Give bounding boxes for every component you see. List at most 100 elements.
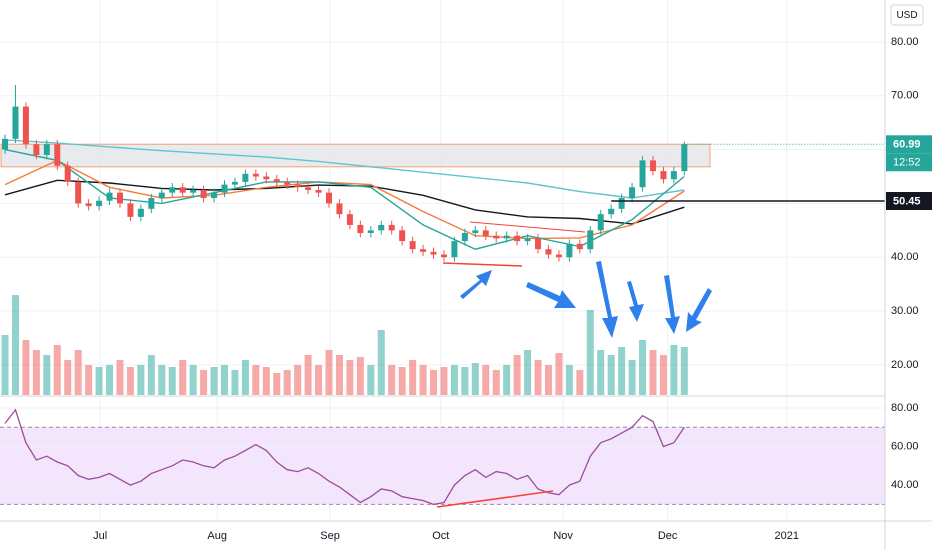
- rsi-tick-label: 60.00: [891, 440, 919, 452]
- candle-body: [211, 192, 218, 199]
- candle-body: [22, 106, 29, 145]
- x-tick-label: Sep: [320, 530, 340, 542]
- candle-body: [305, 187, 312, 190]
- x-tick-label: Nov: [553, 530, 573, 542]
- volume-bar: [555, 353, 563, 395]
- volume-bar: [137, 365, 145, 395]
- candle-body: [158, 192, 165, 199]
- candle-body: [597, 214, 604, 231]
- candle-body: [555, 254, 562, 258]
- candle-body: [263, 176, 270, 180]
- volume-bar: [409, 360, 417, 395]
- volume-bar: [315, 365, 323, 395]
- candle-body: [430, 251, 437, 255]
- volume-bar: [106, 365, 114, 395]
- moving-average: [4, 159, 685, 240]
- candle-body: [284, 181, 291, 185]
- volume-bar: [220, 365, 228, 395]
- arrow: [627, 281, 644, 322]
- volume-bar: [189, 365, 197, 395]
- candle-body: [137, 208, 144, 217]
- support-trendline: [442, 262, 523, 267]
- candle-body: [482, 230, 489, 236]
- volume-bar: [116, 360, 124, 395]
- y-tick-label: 30.00: [891, 305, 919, 317]
- resistance-zone: [0, 143, 711, 168]
- volume-bar: [74, 350, 82, 395]
- volume-bar: [262, 367, 270, 395]
- candle-body: [503, 235, 510, 239]
- candle-body: [148, 198, 155, 209]
- volume-bar: [367, 365, 375, 395]
- candle-body: [127, 203, 134, 217]
- candle-body: [252, 173, 259, 177]
- candle-body: [116, 192, 123, 204]
- rsi-line: [4, 408, 685, 506]
- candle-body: [670, 171, 677, 180]
- volume-bar: [513, 355, 521, 395]
- candle-body: [221, 184, 228, 193]
- candle-body: [566, 243, 573, 258]
- candle-body: [608, 208, 615, 215]
- candle-body: [451, 241, 458, 258]
- volume-bar: [482, 365, 490, 395]
- volume-bar: [241, 360, 249, 395]
- volume-bar: [158, 365, 166, 395]
- candle-body: [399, 230, 406, 242]
- last-price-label: 60.99: [893, 139, 921, 151]
- grid: [0, 0, 885, 520]
- volume-bar: [534, 360, 542, 395]
- volume-bar: [11, 295, 19, 395]
- volume-bar: [430, 370, 438, 395]
- volume-bar: [419, 365, 427, 395]
- arrow: [664, 275, 680, 334]
- price-line-badge: [886, 191, 932, 210]
- candle-body: [461, 233, 468, 242]
- y-tick-label: 20.00: [891, 359, 919, 371]
- volume-bar: [607, 355, 615, 395]
- currency-box[interactable]: [890, 4, 924, 26]
- y-tick-label: 80.00: [891, 36, 919, 48]
- candle-body: [200, 189, 207, 199]
- candle-body: [179, 187, 186, 193]
- volume-bar: [586, 310, 594, 395]
- y-tick-label: 70.00: [891, 90, 919, 102]
- candle-body: [493, 235, 500, 239]
- x-tick-label: Jul: [93, 530, 107, 542]
- trendline: [469, 221, 586, 233]
- volume-bar: [335, 355, 343, 395]
- volume-bar: [32, 350, 40, 395]
- price-line-label: 50.45: [893, 195, 921, 207]
- volume-bar: [565, 365, 573, 395]
- volume-bar: [503, 365, 511, 395]
- candle-body: [54, 144, 61, 166]
- candle-body: [514, 235, 521, 242]
- last-price-badge: [886, 135, 932, 154]
- volume-bar: [492, 370, 500, 395]
- candle-body: [190, 189, 197, 193]
- x-tick-label: Aug: [207, 530, 227, 542]
- rsi-tick-label: 80.00: [891, 402, 919, 414]
- candle-body: [326, 192, 333, 204]
- arrow: [526, 282, 576, 308]
- candle-body: [587, 230, 594, 250]
- volume-bar: [200, 370, 208, 395]
- candle-body: [409, 241, 416, 250]
- currency[interactable]: USD: [896, 10, 917, 21]
- candle-body: [2, 138, 9, 150]
- volume-bar: [649, 350, 657, 395]
- candle-body: [294, 184, 301, 188]
- candle-body: [242, 173, 249, 182]
- candle-body: [106, 192, 113, 201]
- moving-average: [4, 179, 685, 225]
- volume-bar: [179, 360, 187, 395]
- candle-body: [649, 160, 656, 172]
- candle-body: [420, 249, 427, 252]
- volume-bar: [168, 367, 176, 395]
- rsi-band: [0, 427, 885, 505]
- candle-body: [576, 243, 583, 250]
- arrow: [686, 288, 712, 332]
